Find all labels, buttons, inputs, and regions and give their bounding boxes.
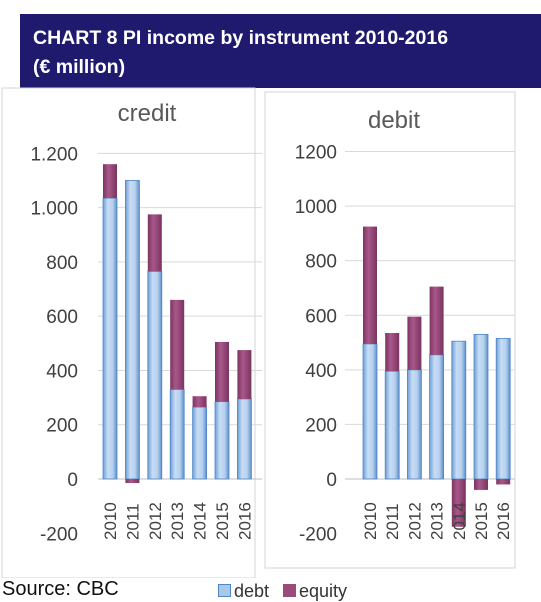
y-tick-label: 1000 <box>295 197 337 218</box>
bar-debt-2015 <box>214 401 230 480</box>
y-tick-label: 400 <box>305 361 337 382</box>
bar-debt-2010 <box>102 197 118 480</box>
panel-title: debit <box>368 107 420 134</box>
x-tick-label: 2014 <box>191 502 210 540</box>
x-tick-label: 2013 <box>428 502 447 540</box>
legend-swatch-debt <box>218 584 231 597</box>
bar-debt-2015 <box>473 333 489 480</box>
x-tick-label: 2012 <box>405 502 424 540</box>
y-tick-label: 0 <box>67 470 78 491</box>
y-tick-label: -200 <box>40 524 78 545</box>
bar-debt-2010 <box>362 343 378 480</box>
x-tick-label: 2015 <box>213 502 232 540</box>
bar-equity-2016 <box>496 479 511 485</box>
y-tick-label: 1200 <box>295 143 337 164</box>
bar-equity-2011 <box>125 479 140 484</box>
bar-debt-2012 <box>406 369 422 480</box>
legend-label-debt: debt <box>234 581 270 601</box>
bar-debt-2014 <box>451 340 467 480</box>
chart-title-box: CHART 8 PI income by instrument 2010-201… <box>20 14 541 88</box>
bar-equity-2014 <box>192 396 207 408</box>
x-tick-label: 2015 <box>472 502 491 540</box>
bar-debt-2013 <box>169 389 185 480</box>
panel-title: credit <box>118 100 177 127</box>
bar-equity-2011 <box>385 332 400 372</box>
y-tick-label: 400 <box>46 361 78 382</box>
bar-equity-2015 <box>474 479 488 490</box>
bar-debt-2016 <box>495 338 511 480</box>
chart-unit: (€ million) <box>33 56 126 78</box>
bar-equity-2014 <box>451 479 466 527</box>
y-tick-label: 1.200 <box>30 144 78 165</box>
x-tick-label: 2014 <box>450 502 469 540</box>
x-tick-label: 2012 <box>146 502 165 540</box>
bar-debt-2012 <box>147 270 163 480</box>
y-tick-label: 800 <box>46 253 78 274</box>
y-tick-label: 600 <box>305 306 337 327</box>
panel-frame <box>264 91 516 569</box>
source-note: Source: CBC <box>2 578 119 600</box>
x-tick-label: 2011 <box>383 503 402 540</box>
chart-title: CHART 8 PI income by instrument 2010-201… <box>33 27 449 49</box>
y-tick-label: -200 <box>299 525 337 546</box>
bar-debt-2011 <box>125 180 140 480</box>
x-tick-label: 2010 <box>101 502 120 540</box>
bar-debt-2011 <box>384 370 400 480</box>
chart-footer: Source: CBC debt equity <box>0 578 541 601</box>
y-tick-label: 800 <box>305 252 337 273</box>
bar-debt-2013 <box>429 354 445 480</box>
bar-equity-2016 <box>237 350 252 399</box>
y-tick-label: 200 <box>46 416 78 437</box>
bar-equity-2010 <box>103 164 117 199</box>
bar-equity-2012 <box>407 316 422 370</box>
y-tick-label: 1.000 <box>30 199 78 220</box>
x-tick-label: 2013 <box>168 502 187 540</box>
bar-equity-2010 <box>363 226 377 344</box>
bar-equity-2015 <box>215 341 229 402</box>
legend-swatch-equity <box>283 584 296 597</box>
y-tick-label: 600 <box>46 307 78 328</box>
panel-frame <box>1 87 256 578</box>
x-tick-label: 2016 <box>494 502 513 540</box>
x-tick-label: 2011 <box>123 503 142 540</box>
y-tick-label: 0 <box>326 470 337 491</box>
legend-label-equity: equity <box>299 581 348 601</box>
bar-equity-2013 <box>170 299 185 390</box>
bar-debt-2016 <box>236 398 252 480</box>
x-tick-label: 2016 <box>235 502 254 540</box>
x-tick-label: 2010 <box>361 502 380 540</box>
bar-equity-2012 <box>147 214 162 272</box>
bar-debt-2014 <box>192 406 208 480</box>
y-tick-label: 200 <box>305 415 337 436</box>
bar-equity-2013 <box>429 286 444 355</box>
